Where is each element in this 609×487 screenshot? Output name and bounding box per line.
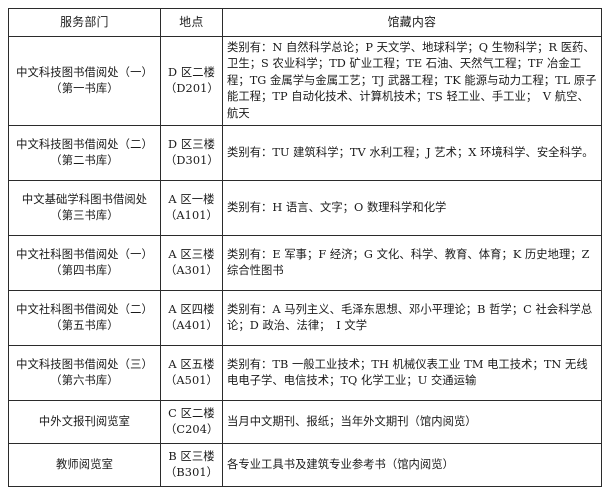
- department-name: 中文科技图书借阅处（二）: [16, 137, 153, 151]
- table-row: 中文科技图书借阅处（三） （第六书库） A 区五楼 （A501） 类别有：TB …: [8, 345, 602, 402]
- cell-location: A 区三楼 （A301）: [160, 235, 223, 292]
- cell-collection-content: 类别有：H 语言、文字；O 数理科学和化学: [222, 180, 602, 237]
- library-services-table-container: 服务部门 地点 馆藏内容 中文科技图书借阅处（一） （第一书库） D 区二楼 （…: [8, 8, 602, 487]
- table-row: 中文科技图书借阅处（一） （第一书库） D 区二楼 （D201） 类别有：N 自…: [8, 35, 602, 127]
- library-services-table: 服务部门 地点 馆藏内容 中文科技图书借阅处（一） （第一书库） D 区二楼 （…: [8, 8, 602, 487]
- location-area: A 区五楼: [168, 357, 215, 371]
- location-area: D 区三楼: [167, 137, 216, 151]
- department-name: 中外文报刊阅览室: [38, 415, 131, 429]
- cell-collection-content: 各专业工具书及建筑专业参考书（馆内阅览）: [222, 443, 602, 487]
- location-room-code: （A401）: [165, 319, 218, 333]
- department-sublabel: （第六书库）: [50, 374, 119, 388]
- location-room-code: （A101）: [165, 209, 218, 223]
- table-row: 中文科技图书借阅处（二） （第二书库） D 区三楼 （D301） 类别有：TU …: [8, 125, 602, 182]
- cell-collection-content: 当月中文期刊、报纸；当年外文期刊（馆内阅览）: [222, 400, 602, 445]
- cell-collection-content: 类别有：N 自然科学总论；P 天文学、地球科学；Q 生物科学；R 医药、卫生；S…: [222, 35, 602, 127]
- location-area: A 区一楼: [168, 192, 215, 206]
- table-row: 中文基础学科图书借阅处 （第三书库） A 区一楼 （A101） 类别有：H 语言…: [8, 180, 602, 237]
- department-sublabel: （第四书库）: [50, 264, 119, 278]
- location-area: A 区三楼: [168, 247, 215, 261]
- department-sublabel: （第五书库）: [50, 319, 119, 333]
- cell-department: 教师阅览室: [8, 443, 161, 487]
- cell-location: D 区三楼 （D301）: [160, 125, 223, 182]
- location-area: A 区四楼: [168, 302, 215, 316]
- cell-collection-content: 类别有：E 军事；F 经济；G 文化、科学、教育、体育；K 历史地理；Z 综合性…: [222, 235, 602, 292]
- cell-location: A 区五楼 （A501）: [160, 345, 223, 402]
- department-name: 中文科技图书借阅处（三）: [16, 357, 153, 371]
- location-room-code: （A301）: [165, 264, 218, 278]
- column-header-content: 馆藏内容: [222, 8, 602, 37]
- cell-collection-content: 类别有：TU 建筑科学；TV 水利工程；J 艺术；X 环境科学、安全科学。: [222, 125, 602, 182]
- department-sublabel: （第三书库）: [50, 209, 119, 223]
- location-area: C 区二楼: [168, 406, 215, 420]
- table-row: 教师阅览室 B 区三楼 （B301） 各专业工具书及建筑专业参考书（馆内阅览）: [8, 443, 602, 487]
- department-name: 中文社科图书借阅处（二）: [16, 302, 153, 316]
- department-name: 教师阅览室: [56, 458, 113, 472]
- cell-collection-content: 类别有：A 马列主义、毛泽东思想、邓小平理论；B 哲学；C 社会科学总论；D 政…: [222, 290, 602, 347]
- cell-department: 中文社科图书借阅处（二） （第五书库）: [8, 290, 161, 347]
- cell-department: 中文社科图书借阅处（一） （第四书库）: [8, 235, 161, 292]
- table-header: 服务部门 地点 馆藏内容: [8, 8, 602, 37]
- cell-location: A 区四楼 （A401）: [160, 290, 223, 347]
- column-header-department: 服务部门: [8, 8, 161, 37]
- cell-department: 中文基础学科图书借阅处 （第三书库）: [8, 180, 161, 237]
- department-sublabel: （第一书库）: [50, 82, 119, 96]
- location-room-code: （B301）: [165, 466, 219, 480]
- location-area: B 区三楼: [168, 449, 215, 463]
- department-name: 中文社科图书借阅处（一）: [16, 247, 153, 261]
- cell-department: 中文科技图书借阅处（二） （第二书库）: [8, 125, 161, 182]
- department-sublabel: （第二书库）: [50, 154, 119, 168]
- cell-location: B 区三楼 （B301）: [160, 443, 223, 487]
- location-room-code: （A501）: [165, 374, 218, 388]
- table-row: 中外文报刊阅览室 C 区二楼 （C204） 当月中文期刊、报纸；当年外文期刊（馆…: [8, 400, 602, 445]
- cell-department: 中外文报刊阅览室: [8, 400, 161, 445]
- department-name: 中文基础学科图书借阅处: [21, 192, 148, 206]
- cell-department: 中文科技图书借阅处（三） （第六书库）: [8, 345, 161, 402]
- cell-department: 中文科技图书借阅处（一） （第一书库）: [8, 35, 161, 127]
- column-header-location: 地点: [160, 8, 223, 37]
- cell-location: C 区二楼 （C204）: [160, 400, 223, 445]
- cell-collection-content: 类别有：TB 一般工业技术；TH 机械仪表工业 TM 电工技术；TN 无线电电子…: [222, 345, 602, 402]
- table-row: 中文社科图书借阅处（一） （第四书库） A 区三楼 （A301） 类别有：E 军…: [8, 235, 602, 292]
- table-body: 中文科技图书借阅处（一） （第一书库） D 区二楼 （D201） 类别有：N 自…: [8, 35, 602, 487]
- location-room-code: （D201）: [165, 82, 219, 96]
- location-room-code: （D301）: [165, 154, 219, 168]
- table-header-row: 服务部门 地点 馆藏内容: [8, 8, 602, 37]
- table-row: 中文社科图书借阅处（二） （第五书库） A 区四楼 （A401） 类别有：A 马…: [8, 290, 602, 347]
- cell-location: A 区一楼 （A101）: [160, 180, 223, 237]
- location-area: D 区二楼: [167, 65, 216, 79]
- location-room-code: （C204）: [165, 423, 219, 437]
- department-name: 中文科技图书借阅处（一）: [16, 65, 153, 79]
- cell-location: D 区二楼 （D201）: [160, 35, 223, 127]
